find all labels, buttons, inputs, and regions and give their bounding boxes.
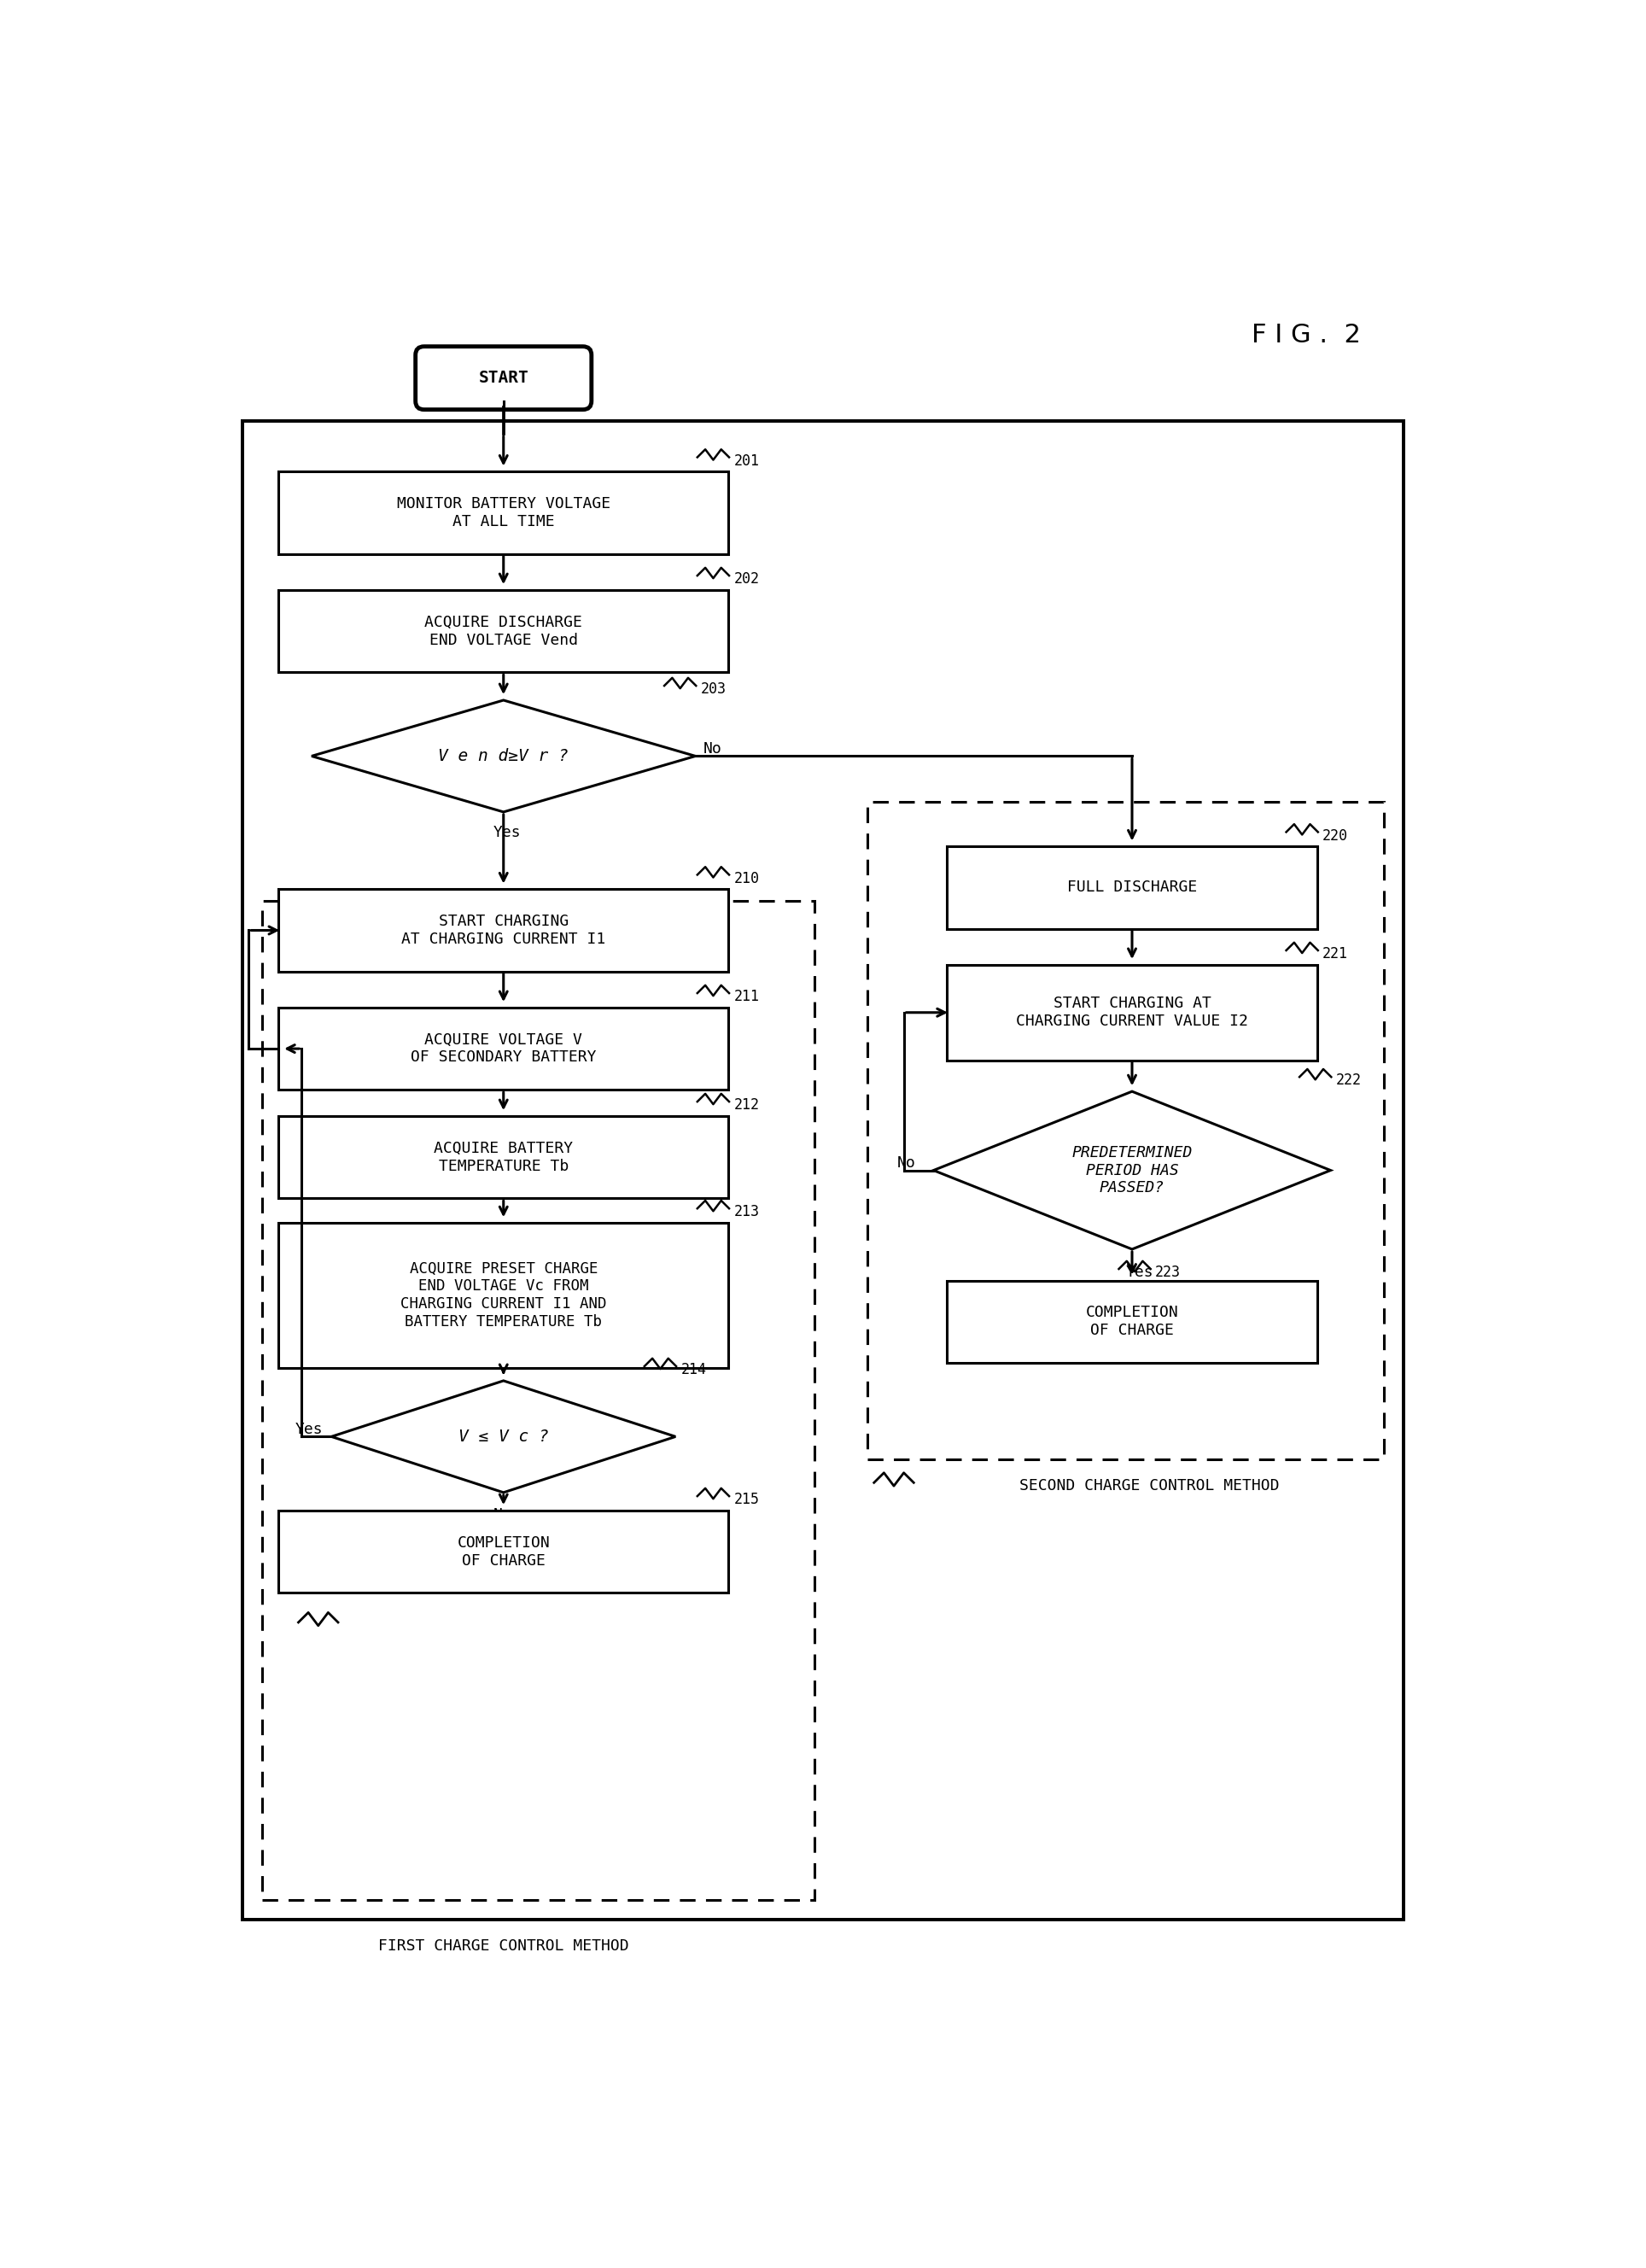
Text: 212: 212 — [734, 1098, 759, 1114]
FancyBboxPatch shape — [946, 1281, 1317, 1363]
Text: 210: 210 — [734, 871, 759, 887]
FancyBboxPatch shape — [946, 964, 1317, 1059]
Polygon shape — [933, 1091, 1330, 1250]
Text: ACQUIRE VOLTAGE V
OF SECONDARY BATTERY: ACQUIRE VOLTAGE V OF SECONDARY BATTERY — [410, 1032, 596, 1066]
Text: V ≤ V c ?: V ≤ V c ? — [458, 1429, 548, 1445]
Text: SECOND CHARGE CONTROL METHOD: SECOND CHARGE CONTROL METHOD — [1019, 1479, 1279, 1495]
FancyBboxPatch shape — [278, 472, 729, 553]
Text: FULL DISCHARGE: FULL DISCHARGE — [1067, 880, 1197, 896]
Text: MONITOR BATTERY VOLTAGE
AT ALL TIME: MONITOR BATTERY VOLTAGE AT ALL TIME — [397, 497, 611, 528]
Text: 203: 203 — [701, 683, 726, 696]
Text: START CHARGING AT
CHARGING CURRENT VALUE I2: START CHARGING AT CHARGING CURRENT VALUE… — [1016, 996, 1248, 1030]
Text: Yes: Yes — [494, 826, 522, 841]
FancyBboxPatch shape — [415, 347, 591, 411]
Text: 202: 202 — [734, 572, 759, 587]
Text: ACQUIRE PRESET CHARGE
END VOLTAGE Vc FROM
CHARGING CURRENT I1 AND
BATTERY TEMPER: ACQUIRE PRESET CHARGE END VOLTAGE Vc FRO… — [400, 1261, 607, 1329]
Text: 221: 221 — [1323, 946, 1348, 962]
FancyBboxPatch shape — [278, 1116, 729, 1198]
Text: 214: 214 — [681, 1363, 706, 1377]
Text: 220: 220 — [1323, 828, 1348, 844]
Text: No: No — [494, 1506, 512, 1522]
Bar — [867, 803, 1384, 1461]
Text: START CHARGING
AT CHARGING CURRENT I1: START CHARGING AT CHARGING CURRENT I1 — [402, 914, 606, 948]
Polygon shape — [311, 701, 695, 812]
Text: Yes: Yes — [1126, 1266, 1154, 1279]
FancyBboxPatch shape — [278, 889, 729, 971]
Text: No: No — [703, 742, 723, 755]
Text: 222: 222 — [1337, 1073, 1361, 1089]
FancyBboxPatch shape — [278, 590, 729, 671]
FancyBboxPatch shape — [278, 1222, 729, 1368]
Text: V e n d≥V r ?: V e n d≥V r ? — [438, 748, 570, 764]
Text: 213: 213 — [734, 1204, 759, 1220]
Text: F I G .  2: F I G . 2 — [1251, 322, 1360, 347]
FancyBboxPatch shape — [946, 846, 1317, 928]
Text: No: No — [897, 1154, 915, 1170]
Text: 211: 211 — [734, 989, 759, 1005]
FancyBboxPatch shape — [278, 1007, 729, 1091]
Text: 201: 201 — [734, 454, 759, 469]
Text: ACQUIRE BATTERY
TEMPERATURE Tb: ACQUIRE BATTERY TEMPERATURE Tb — [435, 1141, 573, 1175]
Text: START: START — [479, 370, 528, 386]
Text: Yes: Yes — [295, 1422, 323, 1436]
FancyBboxPatch shape — [278, 1510, 729, 1592]
Text: ACQUIRE DISCHARGE
END VOLTAGE Vend: ACQUIRE DISCHARGE END VOLTAGE Vend — [425, 615, 583, 649]
Text: PREDETERMINED
PERIOD HAS
PASSED?: PREDETERMINED PERIOD HAS PASSED? — [1072, 1145, 1192, 1195]
Text: COMPLETION
OF CHARGE: COMPLETION OF CHARGE — [458, 1535, 550, 1567]
Bar — [262, 900, 815, 1901]
Bar — [242, 422, 1404, 1921]
Text: FIRST CHARGE CONTROL METHOD: FIRST CHARGE CONTROL METHOD — [379, 1939, 629, 1953]
Text: COMPLETION
OF CHARGE: COMPLETION OF CHARGE — [1086, 1304, 1179, 1338]
Text: 223: 223 — [1155, 1266, 1180, 1279]
Polygon shape — [331, 1381, 675, 1492]
Text: 215: 215 — [734, 1492, 759, 1508]
